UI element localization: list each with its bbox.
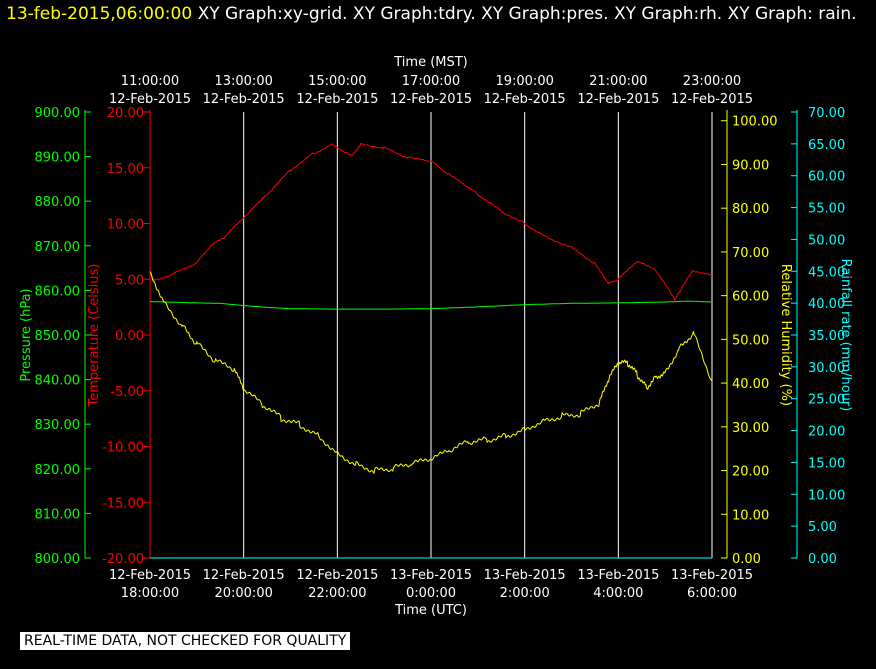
pressure-tick-label: 860.00 — [35, 284, 81, 299]
humidity-tick-label: 90.00 — [732, 158, 769, 173]
humidity-tick-label: 80.00 — [732, 202, 769, 217]
rainfall-axis-title: Rainfall rate (mm/hour) — [838, 259, 853, 412]
top-tick-label-time: 15:00:00 — [308, 74, 366, 89]
bottom-tick-label-date: 12-Feb-2015 — [109, 568, 191, 583]
pressure-axis-title: Pressure (hPa) — [19, 288, 34, 381]
rainfall-tick-label: 60.00 — [808, 170, 845, 185]
rainfall-tick-label: 55.00 — [808, 202, 845, 217]
humidity-tick-label: 0.00 — [732, 552, 761, 567]
top-tick-label-date: 12-Feb-2015 — [671, 92, 753, 107]
top-tick-label-time: 19:00:00 — [495, 74, 553, 89]
top-tick-label-date: 12-Feb-2015 — [484, 92, 566, 107]
rainfall-tick-label: 5.00 — [808, 520, 837, 535]
top-tick-label-time: 21:00:00 — [589, 74, 647, 89]
pressure-tick-label: 880.00 — [35, 195, 81, 210]
rainfall-tick-label: 70.00 — [808, 106, 845, 121]
humidity-tick-label: 50.00 — [732, 333, 769, 348]
bottom-tick-label-time: 2:00:00 — [500, 586, 550, 601]
pressure-tick-label: 830.00 — [35, 418, 81, 433]
bottom-axis-title: Time (UTC) — [394, 603, 467, 618]
rainfall-tick-label: 40.00 — [808, 297, 845, 312]
quality-disclaimer: REAL-TIME DATA, NOT CHECKED FOR QUALITY — [20, 632, 351, 650]
rainfall-tick-label: 65.00 — [808, 138, 845, 153]
temperature-series-line — [149, 143, 713, 302]
temperature-tick-label: 15.00 — [107, 162, 144, 177]
rainfall-tick-label: 0.00 — [808, 552, 837, 567]
temperature-axis-title: Temperature (Celsius) — [87, 264, 102, 408]
top-tick-label-time: 23:00:00 — [683, 74, 741, 89]
humidity-tick-label: 40.00 — [732, 377, 769, 392]
temperature-tick-label: -10.00 — [102, 441, 144, 456]
top-tick-label-time: 13:00:00 — [214, 74, 272, 89]
pressure-tick-label: 850.00 — [35, 329, 81, 344]
timestamp: 13-feb-2015,06:00:00 — [6, 4, 193, 24]
humidity-tick-label: 70.00 — [732, 246, 769, 261]
rainfall-tick-label: 25.00 — [808, 393, 845, 408]
pressure-series-line — [150, 300, 712, 310]
top-axis-title: Time (MST) — [393, 55, 468, 70]
humidity-tick-label: 20.00 — [732, 465, 769, 480]
bottom-tick-label-date: 13-Feb-2015 — [671, 568, 753, 583]
bottom-tick-label-time: 20:00:00 — [214, 586, 272, 601]
top-tick-label-time: 17:00:00 — [402, 74, 460, 89]
temperature-tick-label: 5.00 — [115, 273, 144, 288]
bottom-tick-label-date: 12-Feb-2015 — [296, 568, 378, 583]
temperature-tick-label: 20.00 — [107, 106, 144, 121]
bottom-tick-label-time: 6:00:00 — [687, 586, 737, 601]
top-tick-label-date: 12-Feb-2015 — [109, 92, 191, 107]
rainfall-tick-label: 15.00 — [808, 456, 845, 471]
top-tick-label-date: 12-Feb-2015 — [296, 92, 378, 107]
pressure-tick-label: 800.00 — [35, 552, 81, 567]
rainfall-tick-label: 35.00 — [808, 329, 845, 344]
top-tick-label-date: 12-Feb-2015 — [203, 92, 285, 107]
humidity-tick-label: 100.00 — [732, 115, 778, 130]
pressure-tick-label: 870.00 — [35, 240, 81, 255]
rainfall-tick-label: 30.00 — [808, 361, 845, 376]
humidity-tick-label: 30.00 — [732, 421, 769, 436]
bottom-tick-label-time: 4:00:00 — [593, 586, 643, 601]
bottom-tick-label-date: 13-Feb-2015 — [484, 568, 566, 583]
rainfall-tick-label: 50.00 — [808, 233, 845, 248]
humidity-tick-label: 10.00 — [732, 508, 769, 523]
pressure-tick-label: 890.00 — [35, 151, 81, 166]
pressure-tick-label: 900.00 — [35, 106, 81, 121]
top-tick-label-date: 12-Feb-2015 — [390, 92, 472, 107]
pressure-tick-label: 840.00 — [35, 374, 81, 389]
top-tick-label-time: 11:00:00 — [121, 74, 179, 89]
temperature-tick-label: -5.00 — [110, 385, 144, 400]
bottom-tick-label-time: 0:00:00 — [406, 586, 456, 601]
rainfall-tick-label: 45.00 — [808, 265, 845, 280]
pressure-tick-label: 820.00 — [35, 463, 81, 478]
humidity-series-line — [149, 271, 713, 475]
temperature-tick-label: -15.00 — [102, 496, 144, 511]
pressure-tick-label: 810.00 — [35, 507, 81, 522]
bottom-tick-label-date: 12-Feb-2015 — [203, 568, 285, 583]
humidity-tick-label: 60.00 — [732, 290, 769, 305]
chart-header: 13-feb-2015,06:00:00 XY Graph:xy-grid. X… — [6, 2, 866, 26]
bottom-tick-label-time: 22:00:00 — [308, 586, 366, 601]
bottom-tick-label-date: 13-Feb-2015 — [577, 568, 659, 583]
bottom-tick-label-date: 13-Feb-2015 — [390, 568, 472, 583]
temperature-tick-label: -20.00 — [102, 552, 144, 567]
humidity-axis-title: Relative Humidity (%) — [778, 264, 793, 406]
rainfall-tick-label: 10.00 — [808, 488, 845, 503]
bottom-tick-label-time: 18:00:00 — [121, 586, 179, 601]
top-tick-label-date: 12-Feb-2015 — [577, 92, 659, 107]
rainfall-tick-label: 20.00 — [808, 425, 845, 440]
temperature-tick-label: 10.00 — [107, 218, 144, 233]
temperature-tick-label: 0.00 — [115, 329, 144, 344]
graph-titles: XY Graph:xy-grid. XY Graph:tdry. XY Grap… — [197, 4, 857, 24]
